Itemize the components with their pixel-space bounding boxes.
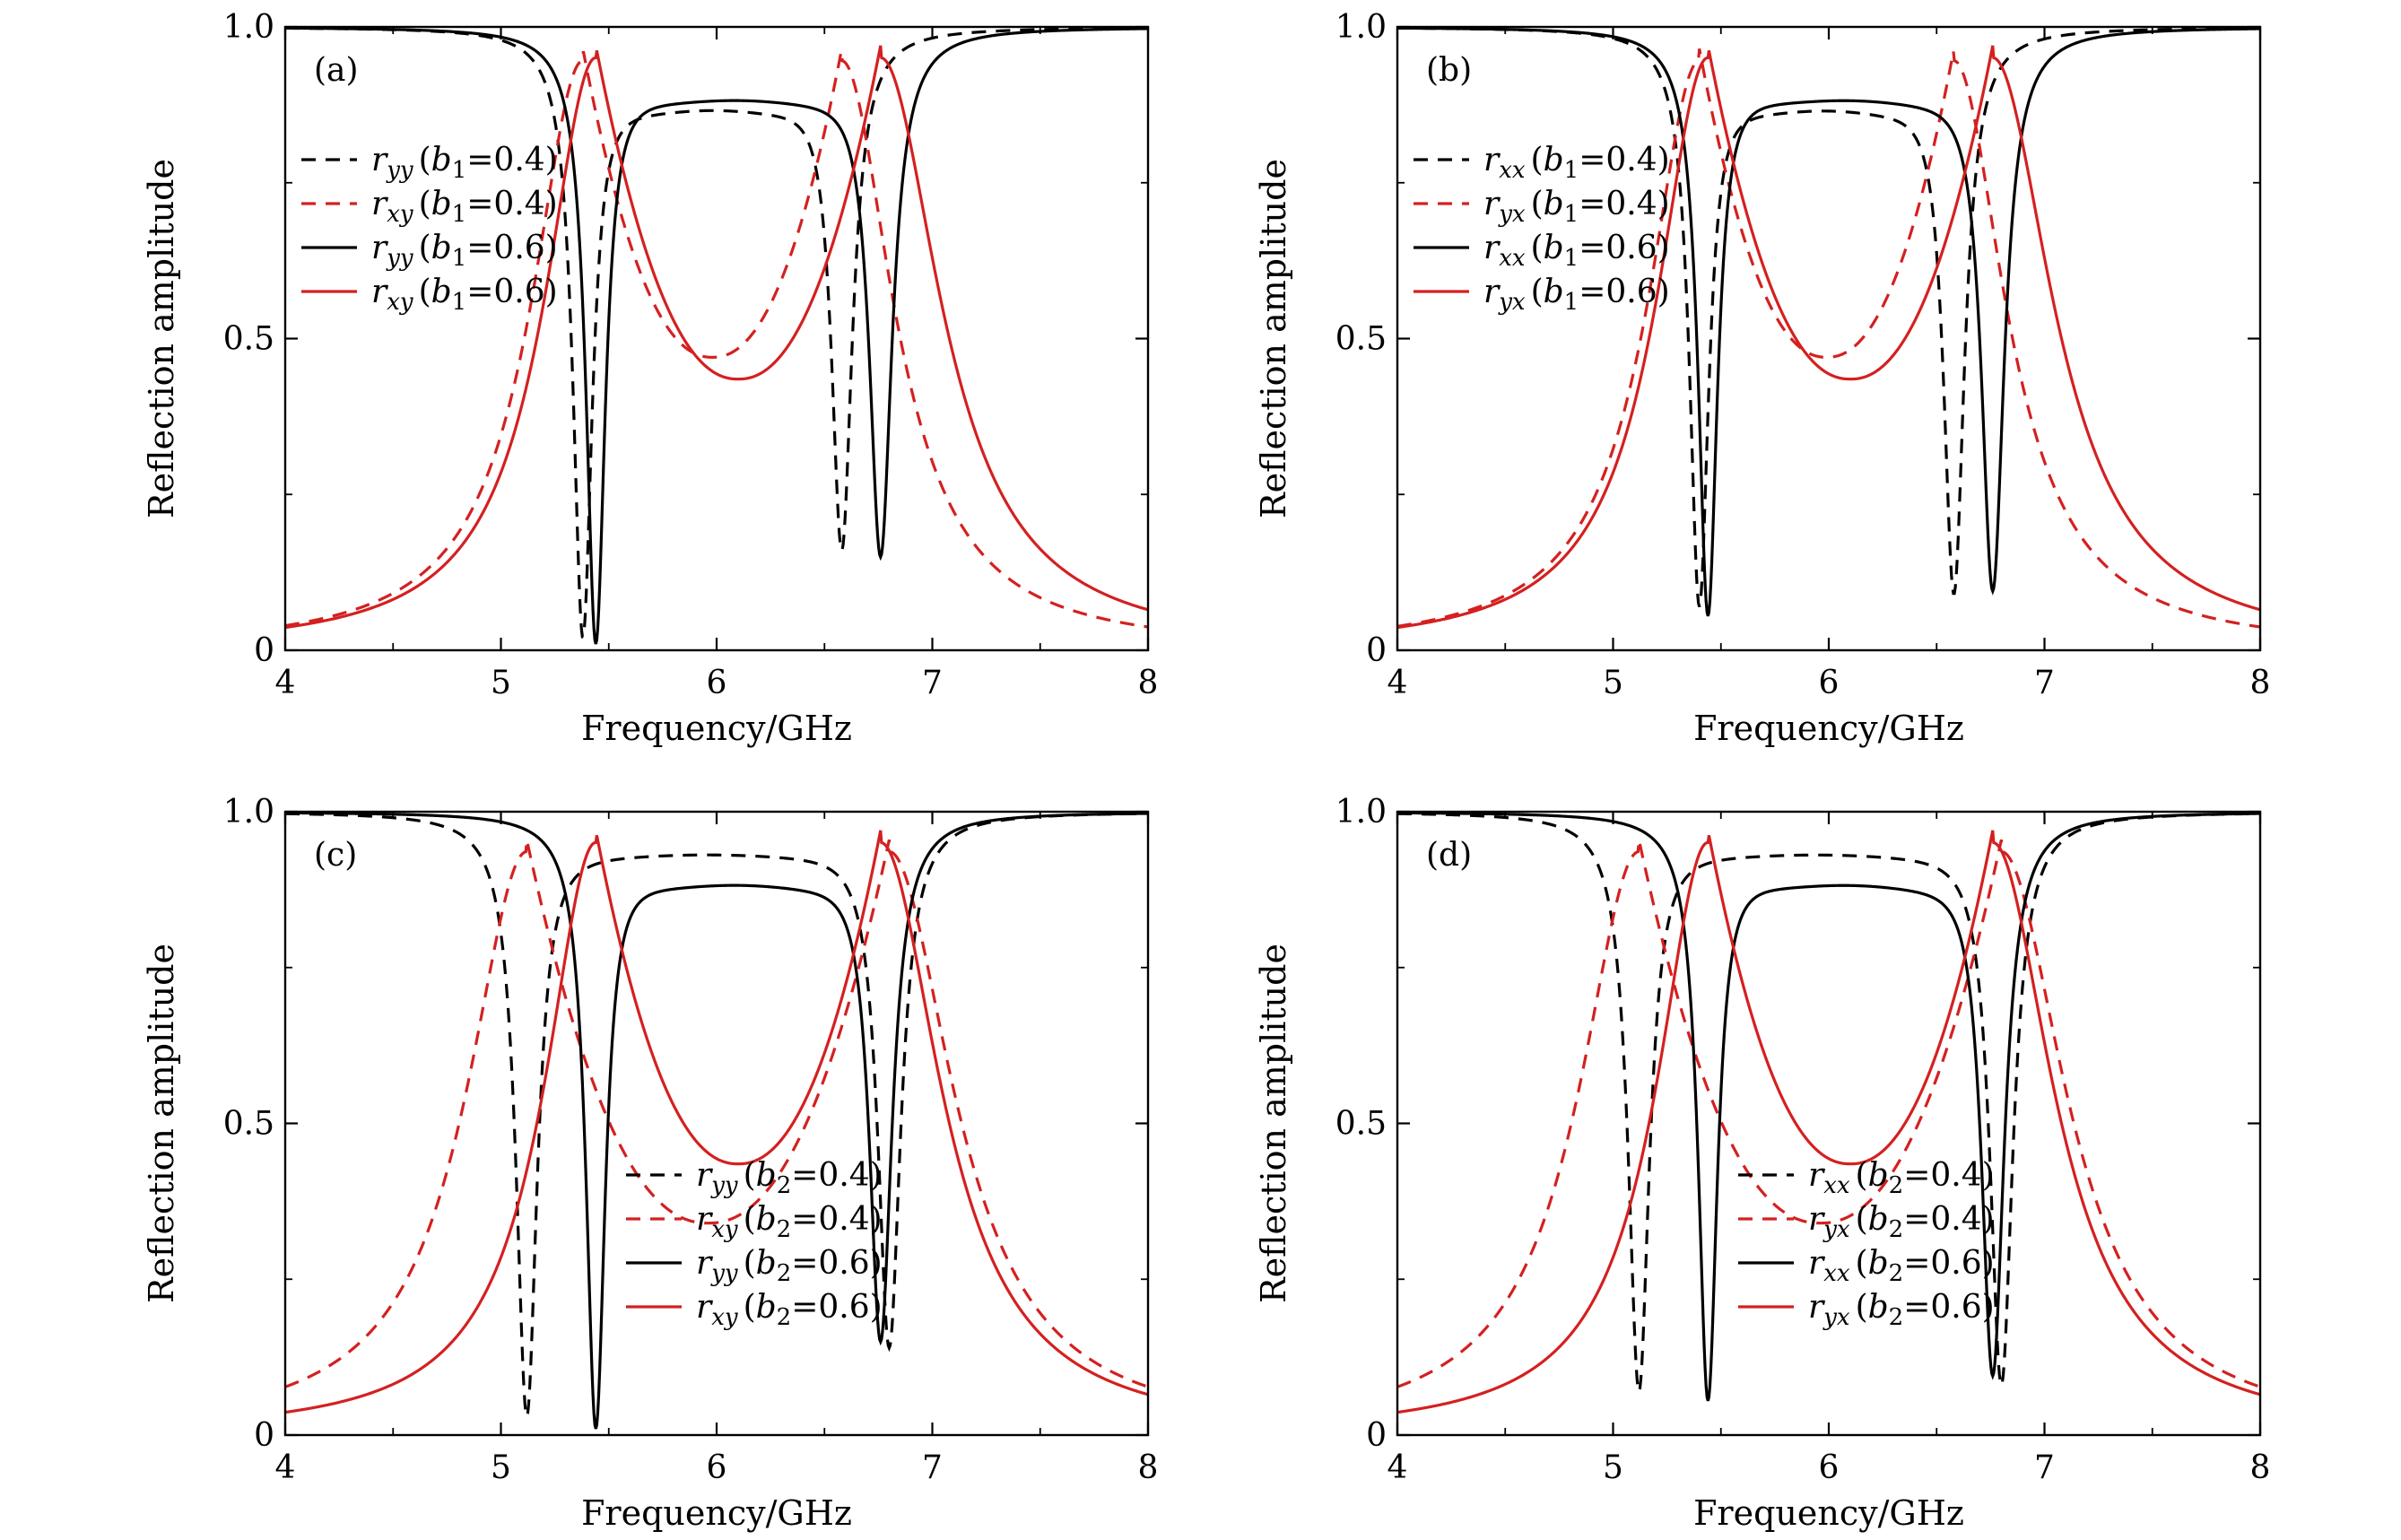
series-line-2 bbox=[1397, 839, 2260, 1388]
x-tick-label: 6 bbox=[707, 1449, 727, 1486]
legend-entry-2: ryx (b2=0.4) bbox=[1808, 1201, 1995, 1243]
x-tick-label: 7 bbox=[922, 1449, 943, 1486]
legend: ryy (b2=0.4)rxy (b2=0.4)ryy (b2=0.6)rxy (b2=… bbox=[626, 1157, 883, 1331]
legend-entry-4: rxy (b1=0.6) bbox=[371, 274, 558, 316]
plot-frame bbox=[283, 810, 1150, 1437]
x-tick-label: 7 bbox=[922, 665, 943, 701]
series-line-1 bbox=[285, 27, 1148, 639]
legend-entry-2: rxy (b2=0.4) bbox=[696, 1201, 883, 1243]
legend-entry-4: rxy (b2=0.6) bbox=[696, 1289, 883, 1331]
series-line-2 bbox=[285, 50, 1148, 629]
panel-label: (a) bbox=[314, 52, 359, 89]
legend-entry-3: ryy (b1=0.6) bbox=[371, 230, 558, 272]
x-tick-label: 7 bbox=[2034, 1449, 2055, 1486]
series-group bbox=[285, 812, 1148, 1430]
panel-d: 4 5 6 7 8 0 0.5 1.0 Frequency/GHz Reflection ampl… bbox=[1254, 794, 2270, 1533]
series-group bbox=[1397, 27, 2260, 630]
y-tick-label: 0 bbox=[254, 1417, 274, 1454]
series-line-1 bbox=[1397, 27, 2260, 607]
y-axis-title: Reflection amplitude bbox=[1254, 944, 1293, 1303]
series-line-4 bbox=[285, 830, 1148, 1414]
panel-a: 4 5 6 7 8 0 0.5 1.0 Frequency/GHz Reflection ampl… bbox=[142, 9, 1158, 748]
x-tick-label: 4 bbox=[275, 1449, 296, 1486]
series-group bbox=[285, 27, 1148, 645]
panel-c: 4 5 6 7 8 0 0.5 1.0 Frequency/GHz Reflection ampl… bbox=[142, 794, 1158, 1533]
panel-label: (c) bbox=[314, 837, 357, 874]
x-tick-label: 7 bbox=[2034, 665, 2055, 701]
x-tick-label: 5 bbox=[491, 665, 511, 701]
y-axis-title: Reflection amplitude bbox=[142, 159, 181, 518]
x-tick-label: 4 bbox=[275, 665, 296, 701]
legend-entry-2: ryx (b1=0.4) bbox=[1483, 186, 1670, 228]
x-tick-label: 5 bbox=[1603, 1449, 1623, 1486]
legend-entry-1: ryy (b2=0.4) bbox=[696, 1157, 883, 1199]
series-line-3 bbox=[1397, 812, 2260, 1402]
legend: rxx (b2=0.4)ryx (b2=0.4)rxx (b2=0.6)ryx (b2=… bbox=[1738, 1157, 1995, 1331]
y-tick-label: 1.0 bbox=[1335, 9, 1387, 46]
legend-entry-3: rxx (b2=0.6) bbox=[1808, 1245, 1995, 1287]
x-tick-label: 5 bbox=[491, 1449, 511, 1486]
series-line-3 bbox=[285, 27, 1148, 645]
legend-entry-1: rxx (b2=0.4) bbox=[1808, 1157, 1995, 1199]
panel-label: (b) bbox=[1426, 52, 1472, 89]
y-tick-label: 0 bbox=[1366, 1417, 1387, 1454]
y-axis-title: Reflection amplitude bbox=[1254, 159, 1293, 518]
y-axis-title: Reflection amplitude bbox=[142, 944, 181, 1303]
x-tick-label: 4 bbox=[1388, 1449, 1408, 1486]
plot-frame bbox=[1396, 810, 2262, 1437]
series-line-4 bbox=[1397, 45, 2260, 630]
legend-entry-1: ryy (b1=0.4) bbox=[371, 142, 558, 184]
series-line-4 bbox=[285, 45, 1148, 630]
y-tick-label: 1.0 bbox=[1335, 794, 1387, 831]
y-tick-label: 0 bbox=[1366, 632, 1387, 669]
y-tick-label: 0.5 bbox=[223, 1106, 274, 1143]
x-tick-label: 5 bbox=[1603, 665, 1623, 701]
panel-label: (d) bbox=[1426, 837, 1472, 874]
series-line-3 bbox=[285, 812, 1148, 1430]
series-line-3 bbox=[1397, 27, 2260, 617]
x-tick-label: 6 bbox=[1819, 1449, 1840, 1486]
x-axis-title: Frequency/GHz bbox=[581, 709, 852, 748]
x-axis-title: Frequency/GHz bbox=[581, 1493, 852, 1533]
legend-entry-4: ryx (b2=0.6) bbox=[1808, 1289, 1995, 1331]
legend: rxx (b1=0.4)ryx (b1=0.4)rxx (b1=0.6)ryx (b1=… bbox=[1414, 142, 1670, 316]
y-tick-label: 0.5 bbox=[1335, 321, 1387, 358]
x-tick-label: 8 bbox=[2250, 1449, 2271, 1486]
legend-entry-3: ryy (b2=0.6) bbox=[696, 1245, 883, 1287]
y-tick-label: 0.5 bbox=[223, 321, 274, 358]
series-line-2 bbox=[285, 839, 1148, 1388]
y-tick-label: 1.0 bbox=[223, 794, 274, 831]
x-tick-label: 8 bbox=[2250, 665, 2271, 701]
legend: ryy (b1=0.4)rxy (b1=0.4)ryy (b1=0.6)rxy (b1=… bbox=[301, 142, 558, 316]
plot-frame bbox=[1396, 25, 2262, 652]
legend-entry-1: rxx (b1=0.4) bbox=[1483, 142, 1670, 184]
y-tick-label: 0.5 bbox=[1335, 1106, 1387, 1143]
series-line-2 bbox=[1397, 48, 2260, 629]
series-line-4 bbox=[1397, 830, 2260, 1414]
series-group bbox=[1397, 812, 2260, 1414]
x-axis-title: Frequency/GHz bbox=[1693, 1493, 1964, 1533]
plot-frame bbox=[283, 25, 1150, 652]
x-tick-label: 8 bbox=[1138, 1449, 1159, 1486]
y-tick-label: 1.0 bbox=[223, 9, 274, 46]
legend-entry-2: rxy (b1=0.4) bbox=[371, 186, 558, 228]
legend-entry-4: ryx (b1=0.6) bbox=[1483, 274, 1670, 316]
x-tick-label: 6 bbox=[707, 665, 727, 701]
legend-entry-3: rxx (b1=0.6) bbox=[1483, 230, 1670, 272]
x-tick-label: 6 bbox=[1819, 665, 1840, 701]
y-tick-label: 0 bbox=[254, 632, 274, 669]
panel-b: 4 5 6 7 8 0 0.5 1.0 Frequency/GHz Reflection ampl… bbox=[1254, 9, 2270, 748]
x-tick-label: 8 bbox=[1138, 665, 1159, 701]
x-tick-label: 4 bbox=[1388, 665, 1408, 701]
x-axis-title: Frequency/GHz bbox=[1693, 709, 1964, 748]
